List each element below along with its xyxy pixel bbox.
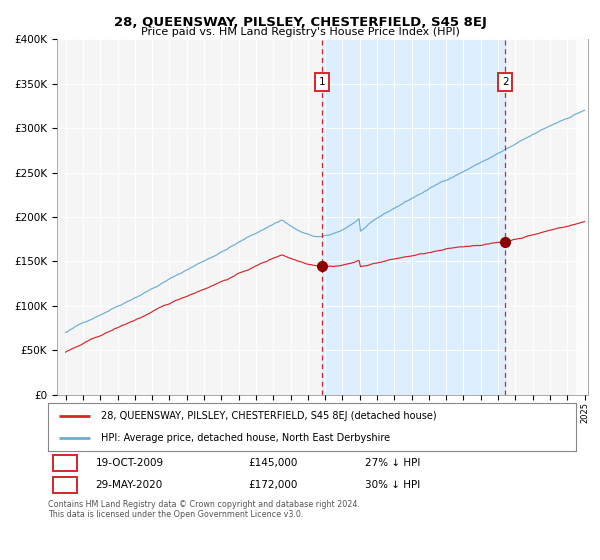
Text: 27% ↓ HPI: 27% ↓ HPI — [365, 458, 420, 468]
FancyBboxPatch shape — [53, 477, 77, 493]
Text: 2: 2 — [62, 480, 68, 490]
Text: 19-OCT-2009: 19-OCT-2009 — [95, 458, 164, 468]
Bar — [576, 39, 600, 395]
Text: 28, QUEENSWAY, PILSLEY, CHESTERFIELD, S45 8EJ (detached house): 28, QUEENSWAY, PILSLEY, CHESTERFIELD, S4… — [101, 411, 436, 421]
Text: Contains HM Land Registry data © Crown copyright and database right 2024.
This d: Contains HM Land Registry data © Crown c… — [48, 500, 360, 519]
Text: 1: 1 — [62, 458, 68, 468]
Text: 30% ↓ HPI: 30% ↓ HPI — [365, 480, 420, 490]
Text: £172,000: £172,000 — [248, 480, 298, 490]
FancyBboxPatch shape — [53, 455, 77, 470]
Text: 29-MAY-2020: 29-MAY-2020 — [95, 480, 163, 490]
Text: Price paid vs. HM Land Registry's House Price Index (HPI): Price paid vs. HM Land Registry's House … — [140, 27, 460, 37]
Text: 2: 2 — [502, 77, 509, 87]
Bar — [322, 39, 505, 395]
Text: £145,000: £145,000 — [248, 458, 298, 468]
Text: 28, QUEENSWAY, PILSLEY, CHESTERFIELD, S45 8EJ: 28, QUEENSWAY, PILSLEY, CHESTERFIELD, S4… — [113, 16, 487, 29]
Text: HPI: Average price, detached house, North East Derbyshire: HPI: Average price, detached house, Nort… — [101, 433, 390, 443]
Text: 1: 1 — [319, 77, 325, 87]
